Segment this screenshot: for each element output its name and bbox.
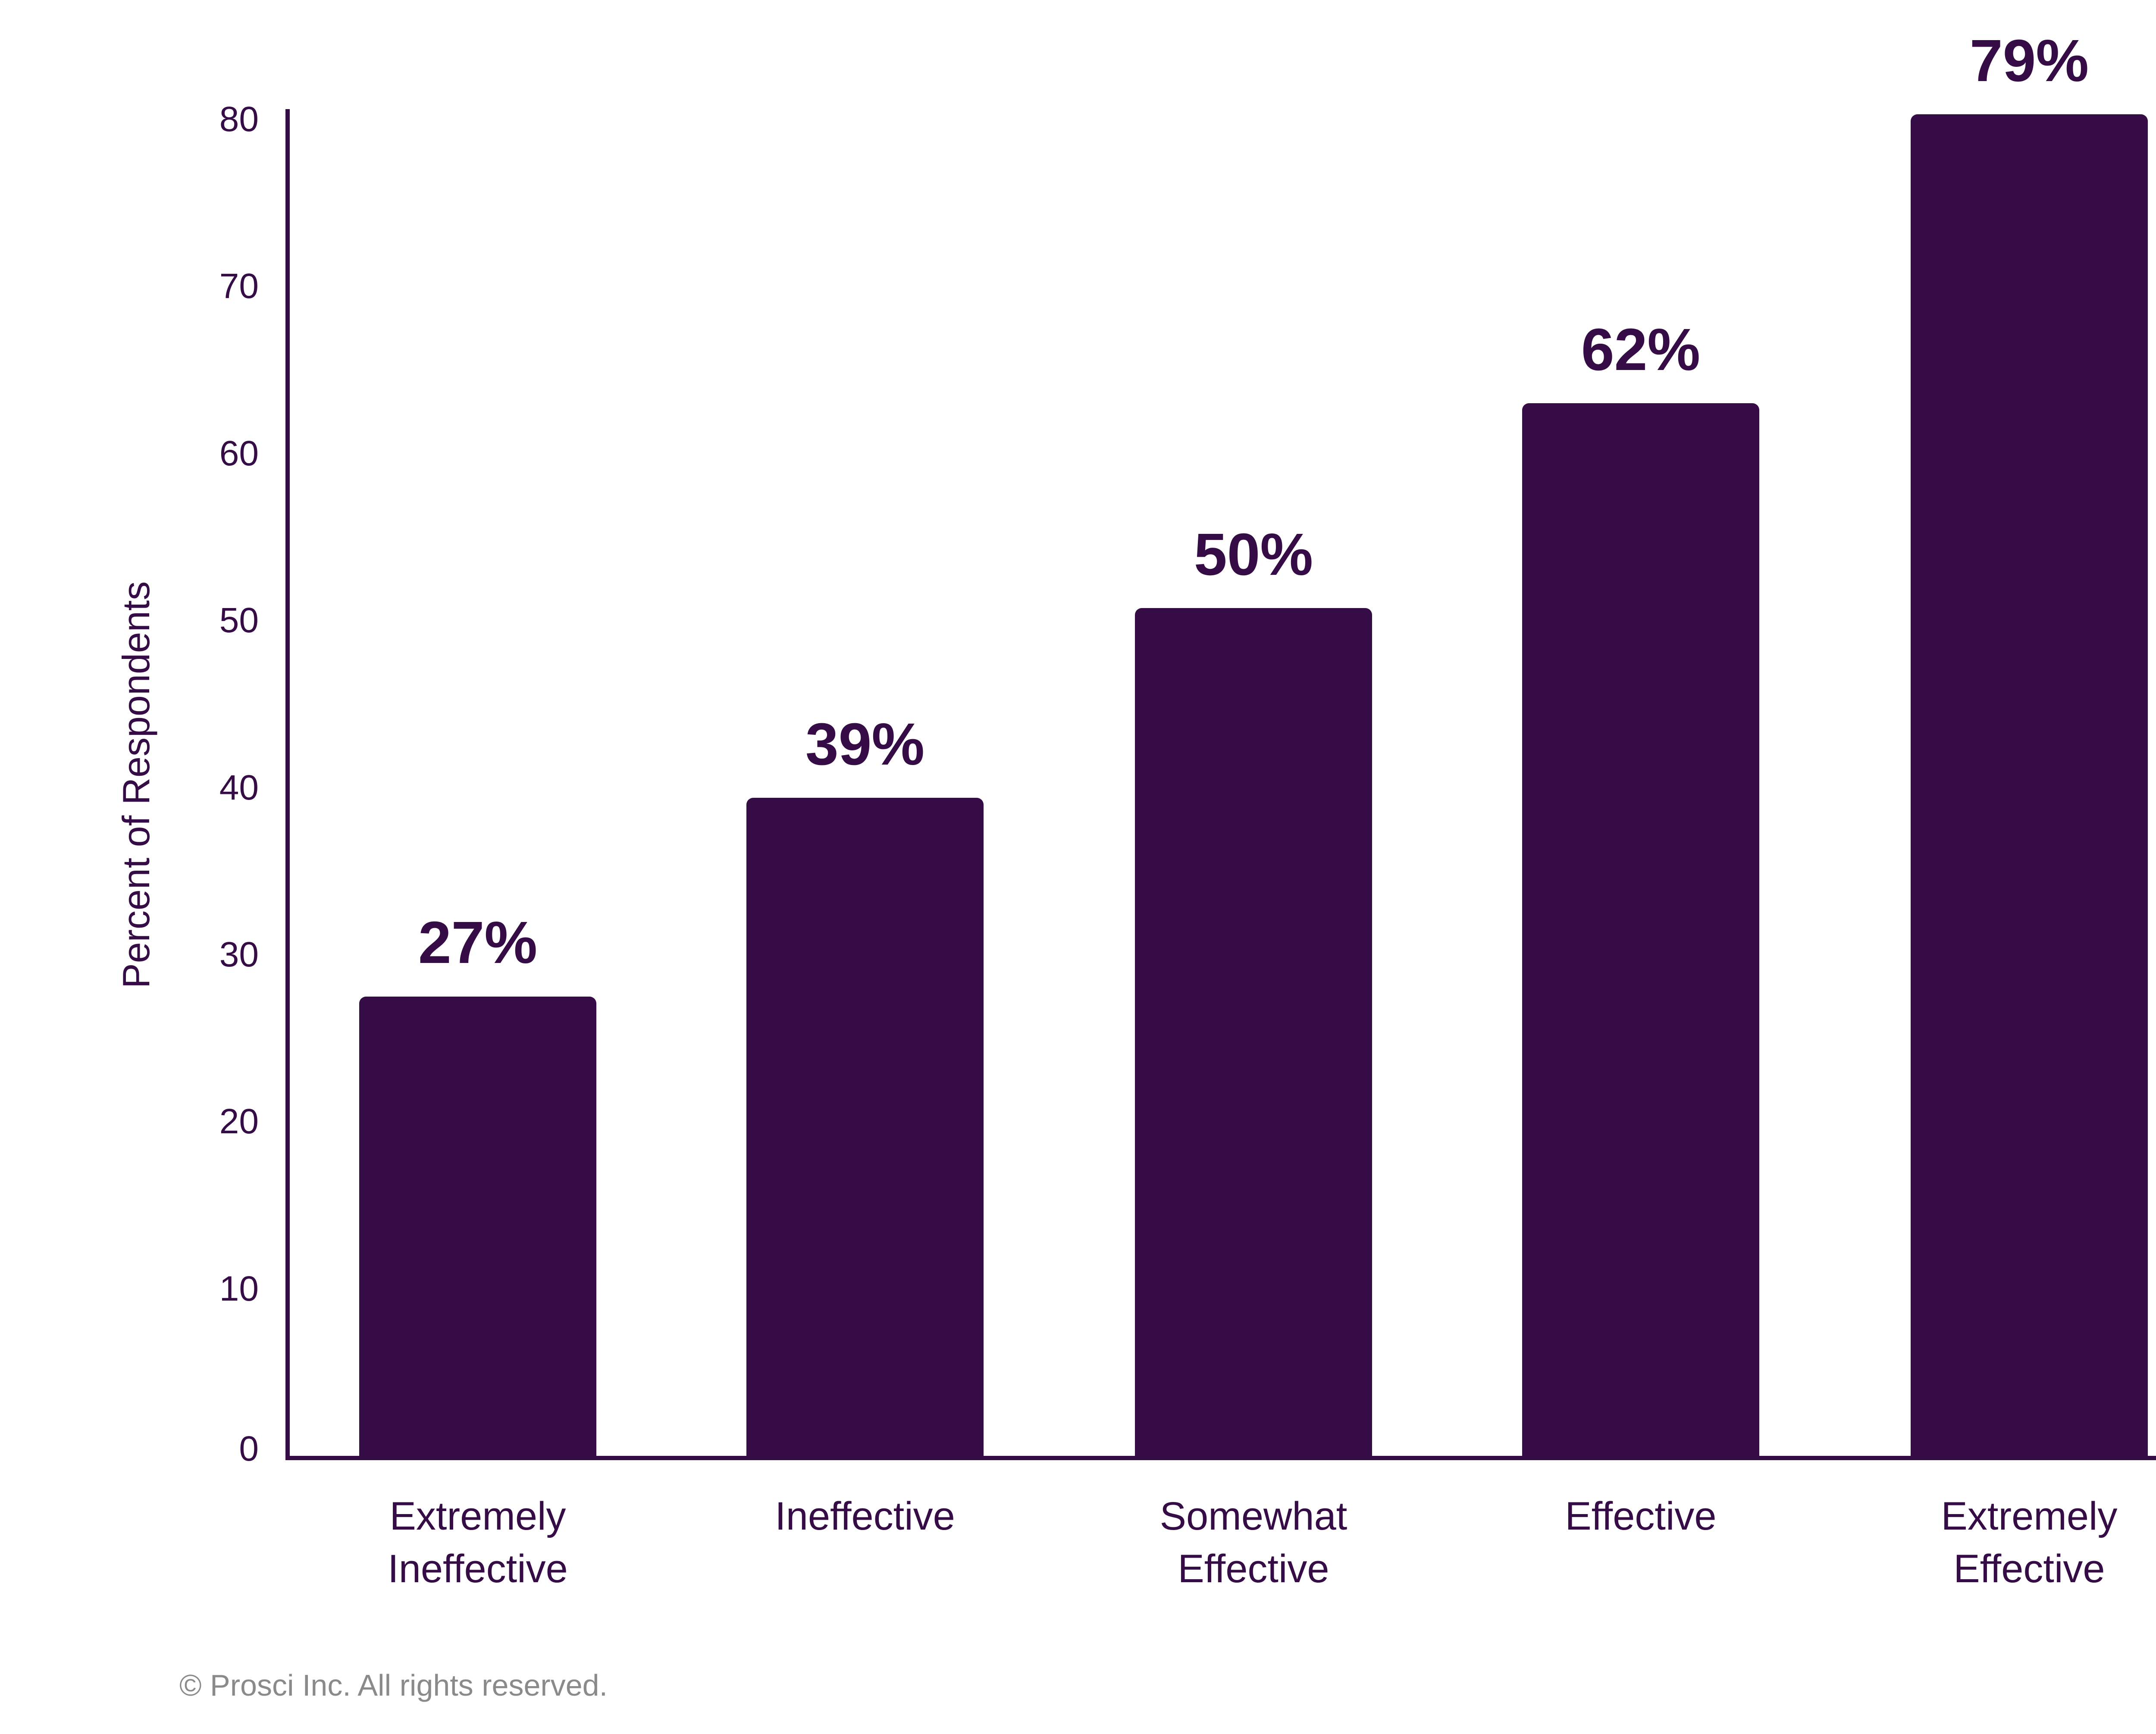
y-axis-line xyxy=(285,109,290,1459)
bar-ineffective xyxy=(746,798,984,1458)
y-tick-40: 40 xyxy=(219,768,259,807)
y-axis-title: Percent of Respondents xyxy=(115,581,157,989)
value-label: 50% xyxy=(1194,521,1313,588)
x-label-line: Extremely xyxy=(1941,1494,2118,1538)
x-axis-line xyxy=(285,1456,2156,1460)
y-tick-60: 60 xyxy=(219,434,259,473)
x-label-ineffective: Ineffective xyxy=(693,1490,1037,1543)
y-tick-70: 70 xyxy=(219,267,259,306)
y-tick-30: 30 xyxy=(219,935,259,974)
x-label-line: Effective xyxy=(1953,1547,2105,1591)
x-label-line: Ineffective xyxy=(775,1494,955,1538)
copyright-footer: © Prosci Inc. All rights reserved. xyxy=(179,1668,608,1702)
y-tick-0: 0 xyxy=(239,1429,259,1468)
value-label: 27% xyxy=(418,909,538,976)
bar-extremely-ineffective xyxy=(359,997,596,1458)
x-label-line: Effective xyxy=(1178,1547,1329,1591)
y-tick-10: 10 xyxy=(219,1269,259,1308)
y-tick-80: 80 xyxy=(219,100,259,139)
bar-extremely-effective xyxy=(1911,114,2148,1458)
x-label-line: Effective xyxy=(1565,1494,1717,1538)
x-label-line: Extremely xyxy=(389,1494,566,1538)
x-label-extremely-ineffective: Extremely Ineffective xyxy=(305,1490,650,1595)
value-label: 62% xyxy=(1581,317,1701,383)
value-label: 39% xyxy=(805,711,925,778)
y-tick-50: 50 xyxy=(219,601,259,640)
x-label-line: Ineffective xyxy=(388,1547,568,1591)
bar-effective xyxy=(1522,403,1759,1458)
x-label-extremely-effective: Extremely Effective xyxy=(1857,1490,2156,1595)
x-label-effective: Effective xyxy=(1468,1490,1813,1543)
y-tick-20: 20 xyxy=(219,1102,259,1141)
x-label-line: Somewhat xyxy=(1159,1494,1348,1538)
value-label: 79% xyxy=(1969,28,2089,94)
bar-somewhat-effective xyxy=(1135,608,1372,1458)
x-label-somewhat-effective: Somewhat Effective xyxy=(1081,1490,1426,1595)
